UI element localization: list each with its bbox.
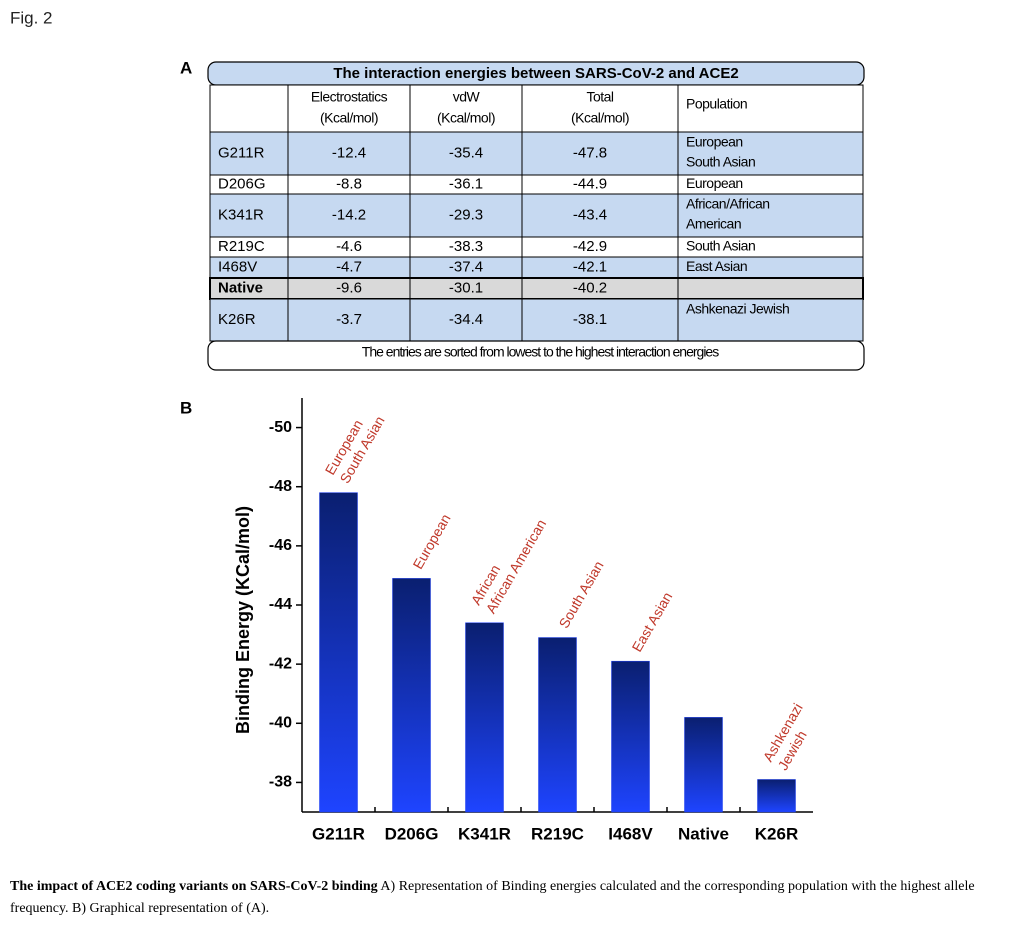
table-cell: K341R (218, 206, 264, 223)
y-tick-label: -40 (269, 715, 292, 732)
table-row (209, 193, 864, 238)
bar (684, 717, 723, 813)
table-cell: Native (218, 279, 263, 296)
header-cell: Total (586, 89, 613, 105)
table-cell: -29.3 (449, 206, 483, 223)
population-cell: European (686, 134, 743, 150)
table-row (209, 277, 864, 300)
population-cell: Ashkenazi Jewish (686, 301, 789, 317)
table-cell: -4.6 (336, 238, 362, 255)
table-cell: -14.2 (332, 206, 366, 223)
population-cell: East Asian (686, 258, 747, 274)
x-tick-label: K341R (458, 824, 511, 843)
bar (392, 578, 431, 813)
table-cell: -44.9 (573, 175, 607, 192)
y-tick-label: -48 (269, 478, 292, 495)
table-header-bg (209, 84, 864, 133)
table-cell: -12.4 (332, 144, 366, 161)
table-cell: R219C (218, 238, 265, 255)
table-cell: -43.4 (573, 206, 607, 223)
y-tick-label: -46 (269, 537, 292, 554)
table-row (209, 131, 864, 176)
population-annotation: East Asian (628, 589, 675, 654)
table-cell: -42.9 (573, 238, 607, 255)
table-row (209, 298, 864, 342)
y-tick-label: -50 (269, 419, 292, 436)
table-cell: -35.4 (449, 144, 483, 161)
bar (319, 492, 358, 813)
table-cell: -8.8 (336, 175, 362, 192)
table-cell: -40.2 (573, 279, 607, 296)
table-cell: I468V (218, 258, 257, 275)
caption-text: A) Representation of Binding energies ca… (10, 879, 975, 916)
header-cell: Electrostatics (311, 89, 388, 105)
header-cell: vdW (453, 89, 481, 105)
population-cell: South Asian (686, 238, 755, 254)
caption: The impact of ACE2 coding variants on SA… (10, 876, 1025, 920)
bar (757, 779, 796, 813)
x-tick-label: G211R (312, 824, 365, 843)
header-cell: (Kcal/mol) (571, 110, 629, 126)
table-cell: -37.4 (449, 258, 483, 275)
y-axis-label: Binding Energy (KCal/mol) (233, 506, 253, 734)
figure: Fig. 2 A B The interaction energies betw… (10, 8, 865, 843)
y-tick-label: -38 (269, 774, 292, 791)
x-tick-label: D206G (385, 824, 439, 843)
header-cell: (Kcal/mol) (320, 110, 378, 126)
population-cell: African/African (686, 196, 770, 212)
table-footnote: The entries are sorted from lowest to th… (362, 344, 719, 360)
x-tick-label: I468V (608, 824, 653, 843)
table-cell: K26R (218, 311, 256, 328)
table-row (209, 256, 864, 279)
table-cell: D206G (218, 175, 266, 192)
population-cell: South Asian (686, 154, 755, 170)
y-tick-label: -42 (269, 655, 292, 672)
bar (611, 660, 650, 813)
table-cell: -9.6 (336, 279, 362, 296)
bar (538, 637, 577, 813)
table-cell: -38.1 (573, 311, 607, 328)
table-title: The interaction energies between SARS-Co… (333, 65, 738, 82)
table-footnote-box (207, 340, 865, 371)
panel-label: A (180, 58, 192, 77)
fig-label: Fig. 2 (10, 8, 53, 27)
x-tick-label: K26R (755, 824, 798, 843)
y-tick-label: -44 (269, 596, 292, 613)
header-cell: Population (686, 96, 747, 112)
panel-label: B (180, 398, 192, 417)
population-cell: American (686, 216, 741, 232)
x-tick-label: Native (678, 824, 729, 843)
table-row (209, 236, 864, 258)
bar (465, 622, 504, 813)
table-cell: -34.4 (449, 311, 483, 328)
population-cell: European (686, 175, 743, 191)
table-cell: G211R (218, 144, 265, 161)
header-cell: (Kcal/mol) (437, 110, 495, 126)
table-cell: -38.3 (449, 238, 483, 255)
table-cell: -42.1 (573, 258, 607, 275)
table-cell: -4.7 (336, 258, 362, 275)
table-cell: -3.7 (336, 311, 362, 328)
population-annotation: South Asian (555, 558, 606, 631)
table-cell: -30.1 (449, 279, 483, 296)
table-cell: -36.1 (449, 175, 483, 192)
table-cell: -47.8 (573, 144, 607, 161)
x-tick-label: R219C (531, 824, 584, 843)
table-row (209, 174, 864, 195)
population-annotation: European (409, 511, 453, 572)
caption-bold: The impact of ACE2 coding variants on SA… (10, 879, 378, 894)
